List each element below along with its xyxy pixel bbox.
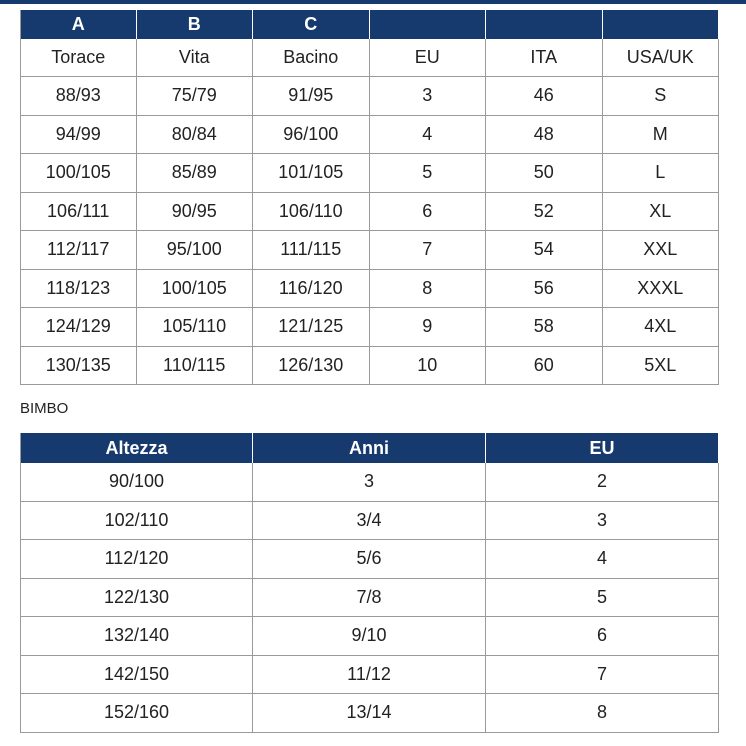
- table-cell: 10: [369, 346, 486, 385]
- table-cell: 100/105: [20, 154, 137, 193]
- table-cell: 9/10: [253, 617, 486, 656]
- table-cell: 4: [369, 115, 486, 154]
- header-cell: [369, 10, 486, 39]
- header-cell: [486, 10, 603, 39]
- table-cell: 110/115: [136, 346, 253, 385]
- column-label: USA/UK: [602, 39, 719, 77]
- table-cell: 4: [486, 540, 719, 579]
- table-cell: 122/130: [20, 578, 253, 617]
- table-cell: 5: [486, 578, 719, 617]
- table-cell: 4XL: [602, 308, 719, 347]
- table-cell: 101/105: [253, 154, 370, 193]
- table-cell: 3: [486, 501, 719, 540]
- header-cell: A: [20, 10, 137, 39]
- table-cell: 8: [486, 694, 719, 733]
- column-label: Vita: [136, 39, 253, 77]
- column-label: EU: [369, 39, 486, 77]
- table-cell: 95/100: [136, 231, 253, 270]
- table-cell: 80/84: [136, 115, 253, 154]
- table-cell: 7: [486, 655, 719, 694]
- table-cell: 94/99: [20, 115, 137, 154]
- table-cell: 7/8: [253, 578, 486, 617]
- table-cell: 152/160: [20, 694, 253, 733]
- table-cell: 9: [369, 308, 486, 347]
- table-cell: 2: [486, 463, 719, 502]
- header-cell: B: [136, 10, 253, 39]
- table-cell: 52: [486, 192, 603, 231]
- table-cell: 88/93: [20, 77, 137, 116]
- table-cell: XL: [602, 192, 719, 231]
- table-cell: 106/110: [253, 192, 370, 231]
- table-cell: 130/135: [20, 346, 137, 385]
- table-cell: 11/12: [253, 655, 486, 694]
- table-cell: 56: [486, 269, 603, 308]
- table-cell: 3: [369, 77, 486, 116]
- table-cell: 60: [486, 346, 603, 385]
- table-cell: 111/115: [253, 231, 370, 270]
- table-cell: 102/110: [20, 501, 253, 540]
- column-label: Torace: [20, 39, 137, 77]
- table-cell: M: [602, 115, 719, 154]
- header-cell: C: [253, 10, 370, 39]
- table-cell: 132/140: [20, 617, 253, 656]
- table-cell: 3: [253, 463, 486, 502]
- table-cell: 112/120: [20, 540, 253, 579]
- header-cell: [602, 10, 719, 39]
- header-cell: Anni: [253, 433, 486, 463]
- table-cell: 8: [369, 269, 486, 308]
- table-cell: 116/120: [253, 269, 370, 308]
- table-cell: 91/95: [253, 77, 370, 116]
- table-cell: 3/4: [253, 501, 486, 540]
- table-cell: 100/105: [136, 269, 253, 308]
- table-cell: 112/117: [20, 231, 137, 270]
- table-cell: 142/150: [20, 655, 253, 694]
- table-cell: 6: [369, 192, 486, 231]
- table-cell: 85/89: [136, 154, 253, 193]
- table-cell: 5/6: [253, 540, 486, 579]
- table-cell: 90/100: [20, 463, 253, 502]
- table-cell: 5: [369, 154, 486, 193]
- table-cell: XXXL: [602, 269, 719, 308]
- table-cell: 46: [486, 77, 603, 116]
- column-label: Bacino: [253, 39, 370, 77]
- header-cell: EU: [486, 433, 719, 463]
- column-label: ITA: [486, 39, 603, 77]
- table-cell: 126/130: [253, 346, 370, 385]
- table-cell: 90/95: [136, 192, 253, 231]
- table-cell: 58: [486, 308, 603, 347]
- table-cell: L: [602, 154, 719, 193]
- table-cell: 6: [486, 617, 719, 656]
- table-cell: 50: [486, 154, 603, 193]
- table-cell: 75/79: [136, 77, 253, 116]
- table-cell: 48: [486, 115, 603, 154]
- table-cell: 5XL: [602, 346, 719, 385]
- table-cell: 118/123: [20, 269, 137, 308]
- top-bar: [0, 0, 746, 4]
- table-cell: 96/100: [253, 115, 370, 154]
- table-cell: 105/110: [136, 308, 253, 347]
- table-cell: 13/14: [253, 694, 486, 733]
- table-cell: 124/129: [20, 308, 137, 347]
- table-cell: XXL: [602, 231, 719, 270]
- table-cell: 7: [369, 231, 486, 270]
- table-cell: 106/111: [20, 192, 137, 231]
- header-cell: Altezza: [20, 433, 253, 463]
- table-cell: 121/125: [253, 308, 370, 347]
- section-title: BIMBO: [20, 400, 69, 417]
- table-cell: 54: [486, 231, 603, 270]
- table-cell: S: [602, 77, 719, 116]
